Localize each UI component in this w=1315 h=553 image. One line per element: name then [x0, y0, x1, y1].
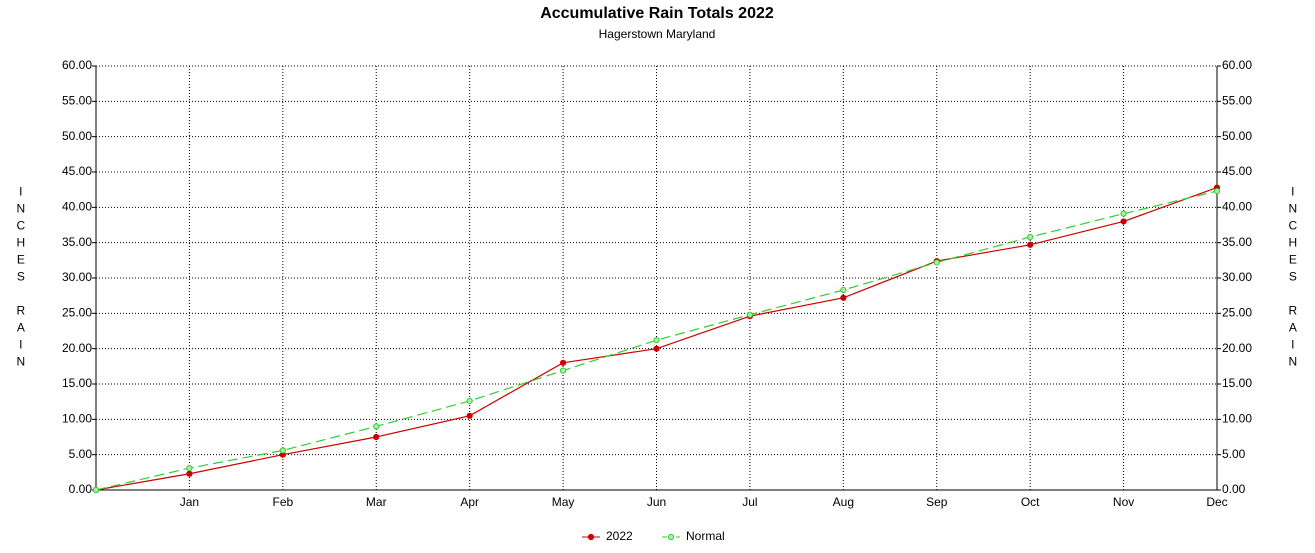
x-tick-label: Apr — [460, 495, 479, 509]
x-tick-label: Oct — [1021, 495, 1040, 509]
x-tick-label: Jul — [742, 495, 757, 509]
legend-marker — [667, 533, 675, 541]
y-tick-label: 45.00 — [62, 164, 92, 178]
y2-tick-label: 60.00 — [1222, 58, 1252, 72]
point — [92, 486, 100, 494]
y2-tick-label: 5.00 — [1222, 447, 1246, 461]
x-tick-label: Jun — [647, 495, 666, 509]
point — [746, 311, 754, 318]
y-tick-label: 0.00 — [69, 482, 93, 496]
point — [840, 294, 847, 301]
point — [653, 337, 660, 344]
point — [373, 423, 380, 430]
y2-axis-label: INCHES RAIN — [1286, 185, 1300, 372]
point — [559, 367, 567, 374]
point — [186, 470, 193, 477]
point — [559, 359, 567, 366]
legend-label: 2022 — [606, 529, 633, 543]
point — [1120, 218, 1127, 225]
point — [840, 286, 847, 294]
y-tick-label: 40.00 — [62, 200, 92, 214]
point — [186, 464, 193, 472]
y2-tick-label: 55.00 — [1222, 94, 1252, 108]
y2-tick-label: 0.00 — [1222, 482, 1246, 496]
y2-tick-label: 30.00 — [1222, 270, 1252, 284]
point — [1120, 210, 1127, 217]
x-tick-label: Nov — [1113, 495, 1134, 509]
y-tick-label: 50.00 — [62, 129, 92, 143]
point — [1213, 187, 1221, 195]
point — [466, 397, 473, 405]
y-axis-label: INCHES RAIN — [14, 185, 28, 372]
y-tick-label: 30.00 — [62, 270, 92, 284]
y2-tick-label: 40.00 — [1222, 200, 1252, 214]
y-tick-label: 10.00 — [62, 412, 92, 426]
point — [373, 433, 380, 441]
point — [279, 447, 286, 454]
y2-tick-label: 15.00 — [1222, 376, 1252, 390]
y2-tick-label: 50.00 — [1222, 129, 1252, 143]
x-tick-label: Dec — [1206, 495, 1227, 509]
point — [653, 345, 660, 352]
y-tick-label: 25.00 — [62, 306, 92, 320]
y2-tick-label: 10.00 — [1222, 412, 1252, 426]
x-tick-label: Sep — [926, 495, 948, 509]
point — [1027, 233, 1034, 241]
legend-marker — [587, 533, 595, 541]
x-tick-label: Jan — [180, 495, 199, 509]
legend-label: Normal — [686, 529, 725, 543]
y-tick-label: 55.00 — [62, 94, 92, 108]
y-tick-label: 20.00 — [62, 341, 92, 355]
x-tick-label: Mar — [366, 495, 387, 509]
y-tick-label: 5.00 — [69, 447, 93, 461]
y-tick-label: 60.00 — [62, 58, 92, 72]
y2-tick-label: 45.00 — [1222, 164, 1252, 178]
x-tick-label: Feb — [272, 495, 293, 509]
chart-title: Accumulative Rain Totals 2022 — [540, 5, 774, 22]
y2-tick-label: 25.00 — [1222, 306, 1252, 320]
y-tick-label: 15.00 — [62, 376, 92, 390]
point — [1027, 241, 1034, 248]
y-tick-label: 35.00 — [62, 235, 92, 249]
x-tick-label: Aug — [833, 495, 854, 509]
point — [466, 412, 473, 419]
point — [933, 259, 940, 266]
chart-subtitle: Hagerstown Maryland — [599, 27, 716, 41]
y2-tick-label: 20.00 — [1222, 341, 1252, 355]
x-tick-label: May — [552, 495, 575, 509]
y2-tick-label: 35.00 — [1222, 235, 1252, 249]
